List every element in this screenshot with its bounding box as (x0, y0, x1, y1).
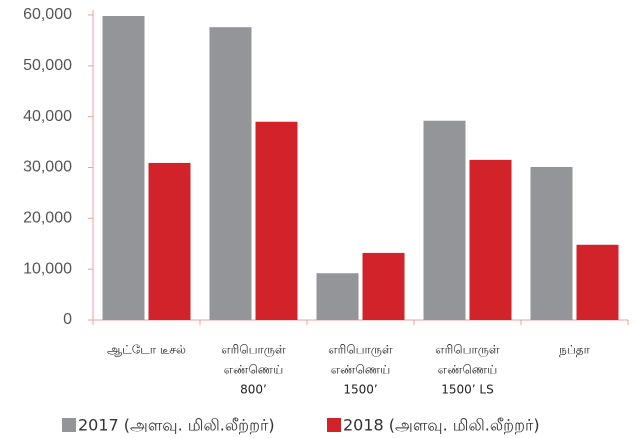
legend-label: 2017 (அளவு. மிலி.லீற்றர்) (78, 416, 275, 435)
x-tick-label: 1500’ LS (441, 383, 493, 397)
bar (148, 162, 191, 320)
y-tick-label: 10,000 (23, 260, 72, 277)
y-tick-label: 20,000 (23, 210, 72, 227)
bar (530, 166, 573, 320)
bar (255, 121, 298, 320)
bar (469, 159, 512, 320)
bar (102, 16, 145, 321)
x-tick-label: 800’ (240, 383, 267, 397)
bar (209, 27, 252, 320)
x-tick-label: ஆட்டோ டீசல் (107, 343, 186, 357)
bar (316, 273, 359, 320)
x-tick-label: எரிபொருள் (221, 343, 286, 358)
x-tick-label: 1500’ (343, 383, 377, 397)
legend-swatch (327, 418, 341, 432)
x-tick-label: எண்ணெய் (331, 363, 391, 377)
x-tick-label: நப்தா (559, 343, 590, 357)
y-tick-label: 60,000 (23, 6, 72, 23)
x-tick-label: எரிபொருள் (328, 343, 393, 358)
y-tick-label: 30,000 (23, 159, 72, 176)
bar (423, 120, 466, 320)
legend-swatch (62, 418, 76, 432)
y-tick-label: 40,000 (23, 108, 72, 125)
bar (576, 244, 619, 320)
bar (362, 252, 405, 320)
x-tick-label: எண்ணெய் (224, 363, 284, 377)
y-tick-label: 50,000 (23, 57, 72, 74)
x-tick-label: எரிபொருள் (435, 343, 500, 358)
legend-label: 2018 (அளவு. மிலி.லீற்றர்) (343, 416, 540, 435)
y-tick-label: 0 (63, 311, 72, 328)
x-tick-label: எண்ணெய் (438, 363, 498, 377)
